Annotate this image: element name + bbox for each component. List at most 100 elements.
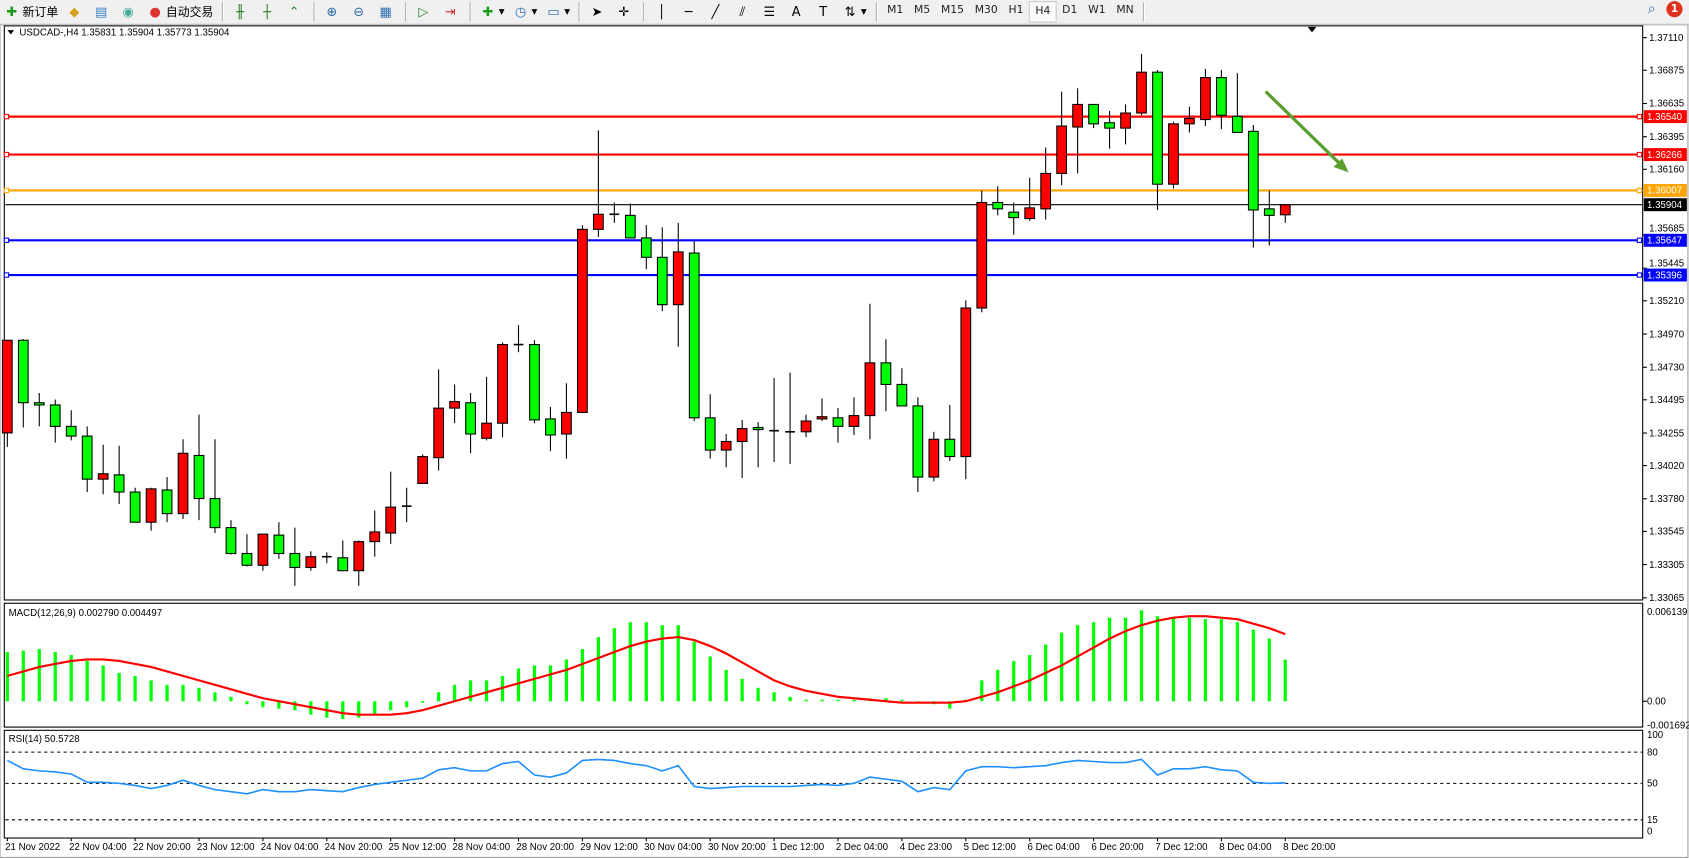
level-handle-right[interactable] [1636, 237, 1643, 243]
tile-windows-icon: ▦ [379, 4, 392, 20]
fibonacci-button[interactable]: ☰ [759, 1, 784, 23]
macd-histogram-bar [389, 701, 393, 711]
level-price-label: 1.36266 [1647, 150, 1682, 161]
level-handle-left[interactable] [3, 151, 10, 158]
candle-body [1136, 71, 1147, 114]
timeframe-d1[interactable]: D1 [1062, 4, 1078, 17]
notification-badge[interactable]: 1 [1666, 1, 1683, 18]
macd-histogram-bar [468, 680, 473, 702]
macd-histogram-bar [1107, 617, 1112, 702]
zoom-out-button[interactable]: ⊖ [348, 1, 373, 23]
level-handle-right[interactable] [1636, 151, 1643, 158]
timeframe-h4[interactable]: H4 [1028, 1, 1057, 23]
level-handle-left[interactable] [3, 237, 10, 243]
timeframe-h1[interactable]: H1 [1008, 4, 1024, 17]
price-tick-label: 1.34730 [1649, 363, 1685, 374]
bar-chart-button[interactable]: ╫ [229, 1, 254, 23]
candle-body [417, 456, 429, 484]
level-handle-left[interactable] [3, 272, 10, 278]
timeframe-mn[interactable]: MN [1116, 4, 1134, 17]
time-label: 24 Nov 04:00 [261, 842, 319, 853]
level-handle-right[interactable] [1636, 272, 1643, 278]
equidistant-channel-button[interactable]: ⫽ [732, 1, 757, 23]
macd-histogram-bar [628, 622, 632, 702]
rsi-line [6, 758, 1286, 795]
bar-chart-icon: ╫ [236, 4, 245, 20]
level-price-tag [1643, 183, 1687, 197]
indicators-dropdown[interactable]: ✚ ▼ [477, 1, 508, 23]
trend-arrow[interactable] [1264, 90, 1346, 170]
chart-menu-triangle-icon[interactable] [7, 30, 15, 35]
rsi-tick-label: 100 [1647, 730, 1664, 741]
candle-body [1215, 77, 1227, 116]
terminal-button[interactable]: ▤ [90, 1, 115, 23]
candlestick-button[interactable]: ┼ [256, 1, 281, 23]
candle-body [1120, 112, 1131, 129]
price-tick-label: 1.35210 [1649, 296, 1685, 307]
chart-title: USDCAD-,H4 1.35831 1.35904 1.35773 1.359… [19, 28, 230, 39]
macd-histogram-bar [437, 692, 441, 702]
chart-shift-button[interactable]: ⇥ [439, 1, 464, 23]
toolbar-separator [1143, 2, 1146, 22]
candle-body [449, 401, 460, 409]
level-handle-left[interactable] [3, 187, 10, 194]
search-icon[interactable]: ⌕ [1647, 1, 1656, 18]
chart-shift-marker-icon[interactable] [1307, 26, 1317, 33]
auto-scroll-button[interactable]: ▷ [413, 1, 438, 23]
macd-histogram-bar [1283, 659, 1287, 702]
candle-body [97, 473, 109, 480]
candle-body [896, 383, 908, 407]
time-label: 8 Dec 20:00 [1283, 842, 1336, 853]
line-chart-button[interactable]: ⌃ [283, 1, 308, 23]
timeframe-w1[interactable]: W1 [1088, 4, 1106, 17]
level-handle-right[interactable] [1636, 187, 1643, 194]
timeframe-m30[interactable]: M30 [974, 4, 998, 17]
candle-body [113, 474, 125, 493]
macd-histogram-bar [452, 684, 457, 702]
level-handle-right[interactable] [1636, 113, 1643, 120]
crosshair-button[interactable]: ✛ [613, 1, 638, 23]
macd-histogram-bar [341, 701, 345, 720]
timeframe-m15[interactable]: M15 [940, 4, 964, 17]
macd-histogram-bar [421, 701, 425, 703]
macd-histogram-bar [1139, 610, 1144, 702]
auto-trading-button[interactable]: ● 自动交易 [144, 1, 216, 23]
cursor-button[interactable]: ➤ [586, 1, 611, 23]
vertical-line-button[interactable]: │ [651, 1, 676, 23]
horizontal-line-button[interactable]: ─ [678, 1, 703, 23]
zoom-in-button[interactable]: ⊕ [321, 1, 346, 23]
level-price-tag [1643, 268, 1687, 282]
zoom-in-icon: ⊕ [326, 4, 338, 20]
timeframe-m5[interactable]: M5 [914, 4, 931, 17]
templates-dropdown[interactable]: ▭ ▼ [543, 1, 574, 23]
macd-histogram-bar [756, 687, 760, 702]
price-panel [3, 25, 1644, 601]
macd-histogram-bar [532, 665, 537, 702]
arrows-dropdown[interactable]: ⇅ ▼ [839, 1, 870, 23]
signals-button[interactable]: ◉ [117, 1, 142, 23]
level-price-label: 1.36007 [1647, 186, 1682, 197]
text-label-button[interactable]: T [812, 1, 837, 23]
trendline-button[interactable]: ╱ [705, 1, 730, 23]
macd-histogram-bar [1171, 617, 1176, 702]
candle-body [225, 527, 237, 555]
auto-trading-label: 自动交易 [165, 5, 214, 20]
candle-body [1072, 103, 1083, 128]
level-price-tag [1643, 233, 1687, 247]
periods-dropdown[interactable]: ◷ ▼ [510, 1, 541, 23]
candle-body [289, 552, 301, 569]
strategy-tester-button[interactable]: ◆ [64, 1, 89, 23]
chart-window[interactable]: 1.37110 1.36875 1.36635 1.36395 1.36160 1.356… [0, 24, 1689, 859]
macd-histogram-bar [580, 649, 585, 702]
tile-windows-button[interactable]: ▦ [375, 1, 400, 23]
price-tick-label: 1.34970 [1649, 329, 1685, 340]
price-tick-label: 1.36875 [1649, 65, 1684, 76]
macd-histogram-bar [261, 701, 265, 708]
new-order-button[interactable]: ✚ 新订单 [1, 1, 61, 23]
timeframe-m1[interactable]: M1 [887, 4, 904, 17]
rsi-tick-label: 15 [1647, 815, 1658, 826]
time-label: 22 Nov 04:00 [69, 842, 127, 853]
macd-histogram-bar [85, 660, 89, 702]
text-button[interactable]: A [785, 1, 810, 23]
level-handle-left[interactable] [3, 113, 10, 120]
